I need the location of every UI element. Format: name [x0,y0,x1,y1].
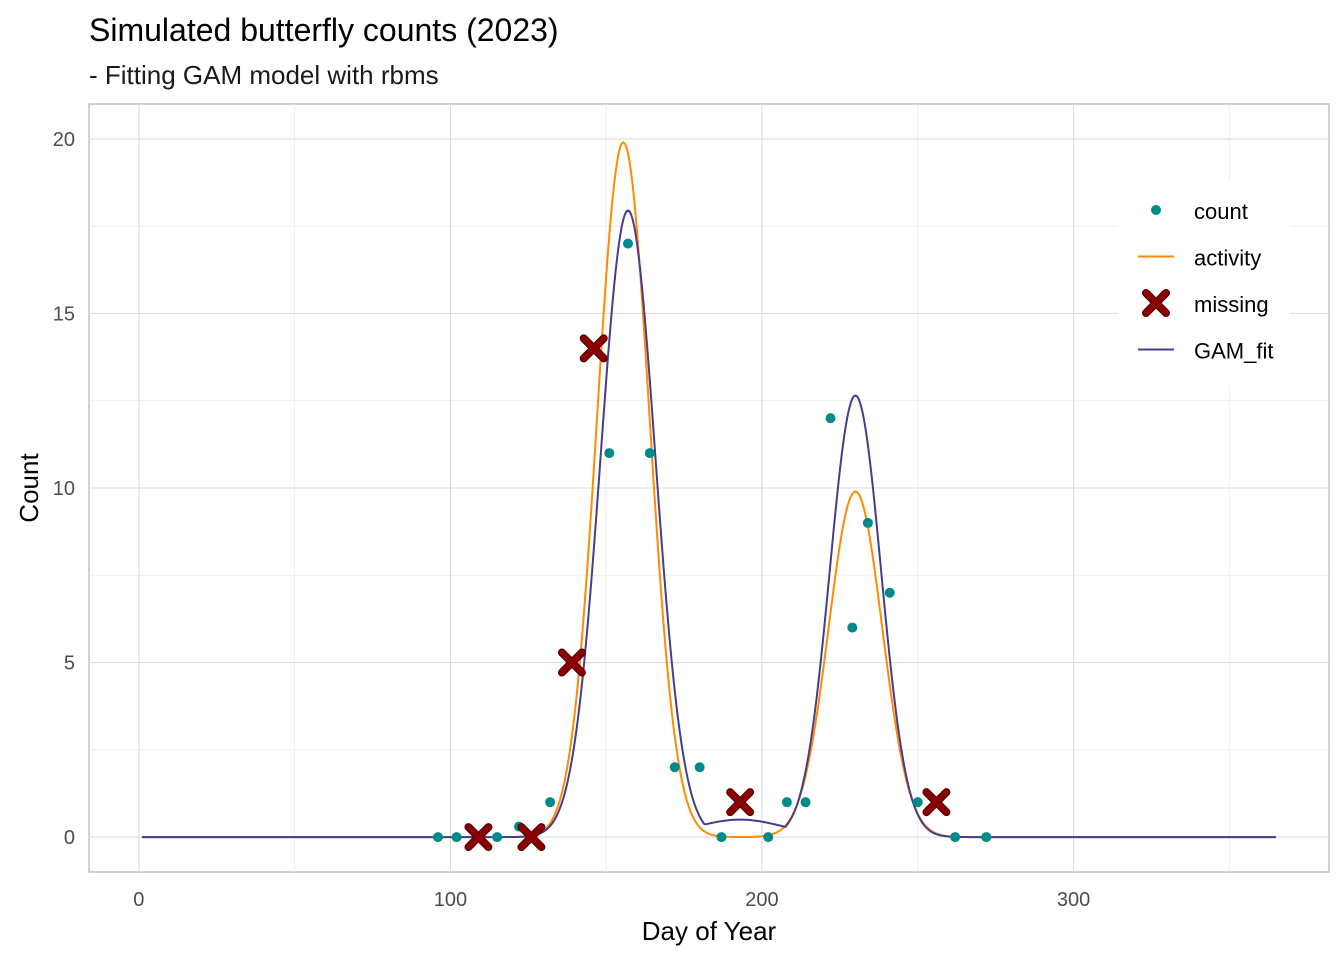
missing-point [517,823,546,852]
count-point [644,448,655,459]
missing-cross-fill [923,789,950,815]
activity-line [141,141,1277,839]
legend-label-missing: missing [1194,292,1269,317]
chart-title: Simulated butterfly counts (2023) [89,12,559,48]
count-point [950,832,961,843]
count-point [545,797,556,808]
count-point [451,832,462,843]
missing-cross-fill [465,824,492,850]
missing-point [1142,289,1170,317]
missing-cross-fill [1143,290,1169,316]
count-point [862,517,873,528]
y-tick-label: 0 [64,827,75,849]
count-point [800,797,811,808]
legend-key-count [1151,205,1161,215]
missing-point [557,648,586,677]
missing-point [464,823,493,852]
gam-fit-line [141,209,1277,839]
missing-point [726,788,755,817]
legend-label-gam_fit: GAM_fit [1194,339,1273,364]
legend: count activity missing GAM_fit [1118,180,1290,386]
count-point [912,797,923,808]
chart-subtitle: - Fitting GAM model with rbms [89,60,439,90]
x-axis-title: Day of Year [642,916,777,946]
x-axis-ticks: 0 100 200 300 [133,889,1090,911]
count-point [669,762,680,773]
legend-label-count: count [1194,199,1248,224]
y-tick-label: 15 [53,303,75,325]
y-axis-ticks: 0 5 10 15 20 [53,129,75,849]
count-point [847,622,858,633]
count-point [716,832,727,843]
count-point [622,238,633,249]
legend-label-activity: activity [1194,246,1261,271]
count-point [981,832,992,843]
series-count [432,238,992,843]
series-activity [141,141,1277,839]
legend-background [1118,180,1290,386]
y-tick-label: 5 [64,653,75,675]
x-tick-label: 0 [133,889,144,911]
y-tick-label: 10 [53,478,75,500]
y-tick-label: 20 [53,129,75,151]
count-point [884,587,895,598]
x-tick-label: 300 [1057,889,1090,911]
series-missing [464,334,951,852]
count-point [825,413,836,424]
count-point [763,832,774,843]
y-axis-title: Count [14,453,44,523]
count-point [604,448,615,459]
missing-cross-fill [580,335,607,362]
count-point [781,797,792,808]
missing-cross-fill [518,824,545,850]
missing-point [922,788,951,817]
count-point [694,762,705,773]
missing-point [579,334,608,363]
x-tick-label: 200 [745,889,778,911]
series-gam-fit [141,209,1277,839]
missing-cross-fill [559,649,585,676]
count-point [492,832,503,843]
count-point [432,832,443,843]
x-tick-label: 100 [434,889,467,911]
missing-cross-fill [727,789,753,815]
